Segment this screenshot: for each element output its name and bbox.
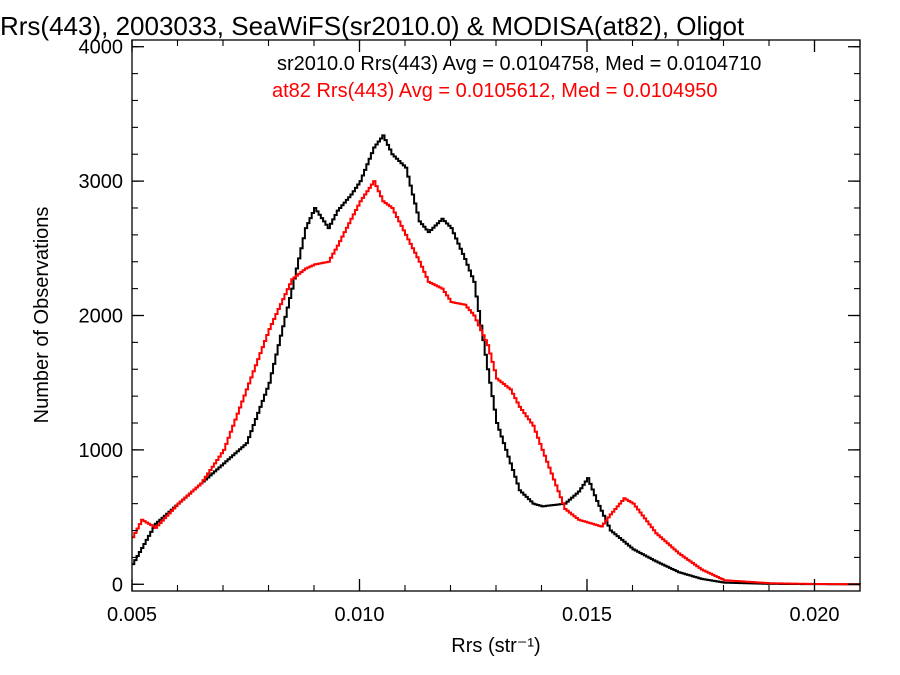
x-tick-label: 0.005: [107, 604, 157, 626]
y-tick-label: 1000: [79, 440, 124, 462]
legend-stats-series-1: sr2010.0 Rrs(443) Avg = 0.0104758, Med =…: [277, 53, 761, 75]
y-tick-label: 3000: [79, 171, 124, 193]
y-tick-label: 0: [112, 574, 123, 596]
plot-frame: [131, 39, 861, 592]
y-tick-label: 4000: [79, 37, 124, 59]
chart-title: Rrs(443), 2003033, SeaWiFS(sr2010.0) & M…: [0, 11, 745, 41]
axis-layer: 0.005 0.010 0.015 0.020 0 1000 2000 3000 4000: [79, 37, 861, 626]
x-axis-label: Rrs (str⁻¹): [451, 635, 540, 657]
series-line-1: [132, 134, 861, 586]
y-tick-label: 2000: [79, 306, 124, 328]
y-axis-label: Number of Observations: [31, 207, 53, 424]
legend-stats-series-2: at82 Rrs(443) Avg = 0.0105612, Med = 0.0…: [272, 80, 718, 102]
series-line-2: [132, 180, 861, 586]
x-tick-label: 0.010: [334, 604, 384, 626]
x-tick-label: 0.015: [562, 604, 612, 626]
x-tick-label: 0.020: [789, 604, 839, 626]
series-layer: [132, 134, 861, 586]
